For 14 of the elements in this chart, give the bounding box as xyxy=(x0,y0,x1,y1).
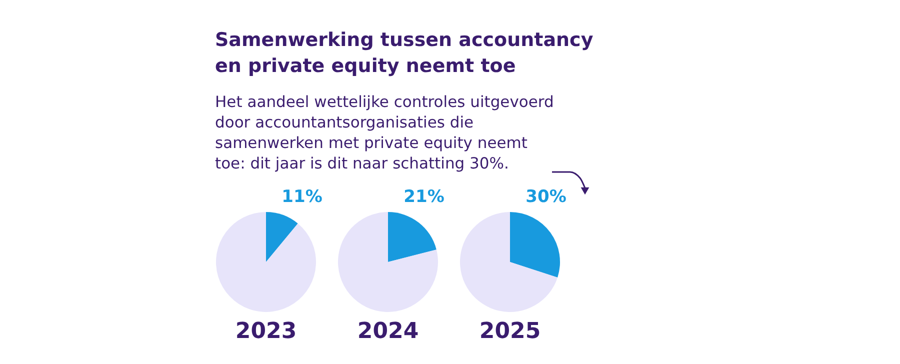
pie-slice xyxy=(388,212,436,262)
pie-slice xyxy=(510,212,560,278)
data-label: 30% xyxy=(526,187,566,207)
data-label: 21% xyxy=(404,187,444,207)
pie-slice xyxy=(216,212,316,312)
text: Samenwerking tussen accountancy en private equity neemt toe xyxy=(215,29,594,77)
data-label: 11% xyxy=(282,187,322,207)
pie-slice xyxy=(460,212,558,312)
text: 2025 xyxy=(479,319,541,344)
text: 2024 xyxy=(357,319,419,344)
pie-slice xyxy=(338,212,438,312)
text: Het aandeel wettelijke controles uitgevoerd door accountantsorganisaties die samenwerken met private equity neemt toe: dit jaar is dit naar schatting 30%. xyxy=(215,93,554,172)
text: 2023 xyxy=(235,319,297,344)
pie-slice xyxy=(266,212,298,262)
